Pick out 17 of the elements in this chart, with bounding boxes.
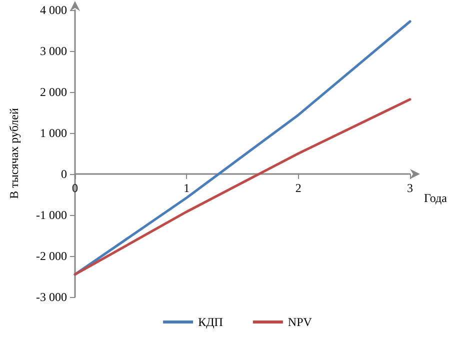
- y-tick-label: -2 000: [36, 249, 67, 263]
- x-tick-label: 3: [407, 181, 413, 195]
- y-tick-label: 4 000: [40, 3, 67, 17]
- x-axis-title: Года: [424, 191, 448, 205]
- y-tick-label: -1 000: [36, 208, 67, 222]
- x-tick-label: 2: [295, 181, 302, 195]
- legend-label: КДП: [198, 315, 224, 329]
- legend-label: NPV: [288, 315, 312, 329]
- y-axis-title: В тысячах рублей: [7, 108, 21, 199]
- x-tick-label: 1: [184, 181, 190, 195]
- y-tick-label: 1 000: [40, 126, 67, 140]
- y-tick-label: 3 000: [40, 44, 67, 58]
- y-tick-label: 2 000: [40, 85, 67, 99]
- y-tick-label: -3 000: [36, 290, 67, 304]
- x-tick-label: 0: [72, 181, 78, 195]
- line-series: [74, 98, 412, 276]
- y-tick-label: 0: [61, 167, 67, 181]
